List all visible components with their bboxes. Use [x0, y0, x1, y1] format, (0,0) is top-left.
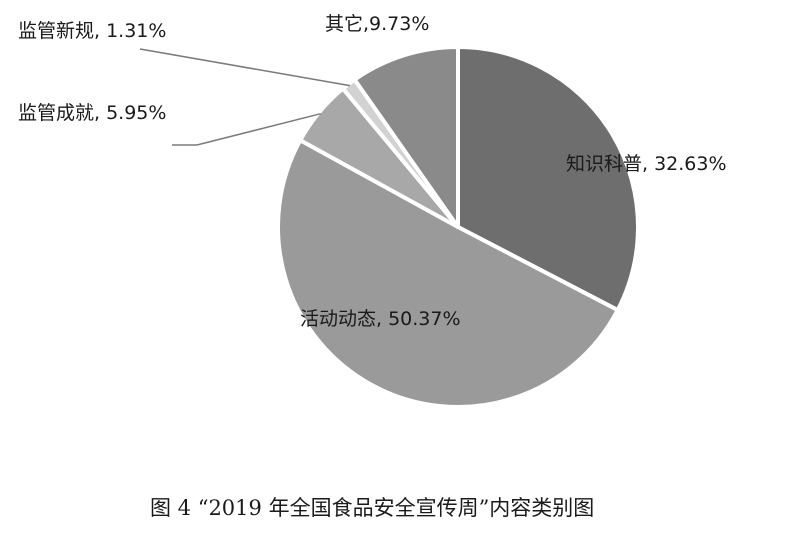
figure-caption: 图 4 “2019 年全国食品安全宣传周”内容类别图 [150, 496, 594, 520]
slice-label-activities: 活动动态, 50.37% [300, 308, 461, 330]
leader-lines [139, 48, 351, 146]
slice-label-other: 其它,9.73% [325, 13, 429, 35]
leader-line-new-regulations [139, 48, 351, 87]
slice-label-knowledge: 知识科普, 32.63% [566, 153, 727, 175]
pie-slice-knowledge [456, 45, 640, 313]
pie-slices [276, 45, 640, 409]
slice-label-regulatory-achievements: 监管成就, 5.95% [18, 102, 166, 124]
pie-slice-other [352, 45, 460, 229]
pie-slice-activities [276, 138, 620, 409]
leader-line-regulatory-achievements [172, 112, 321, 146]
slice-label-new-regulations: 监管新规, 1.31% [18, 20, 166, 42]
